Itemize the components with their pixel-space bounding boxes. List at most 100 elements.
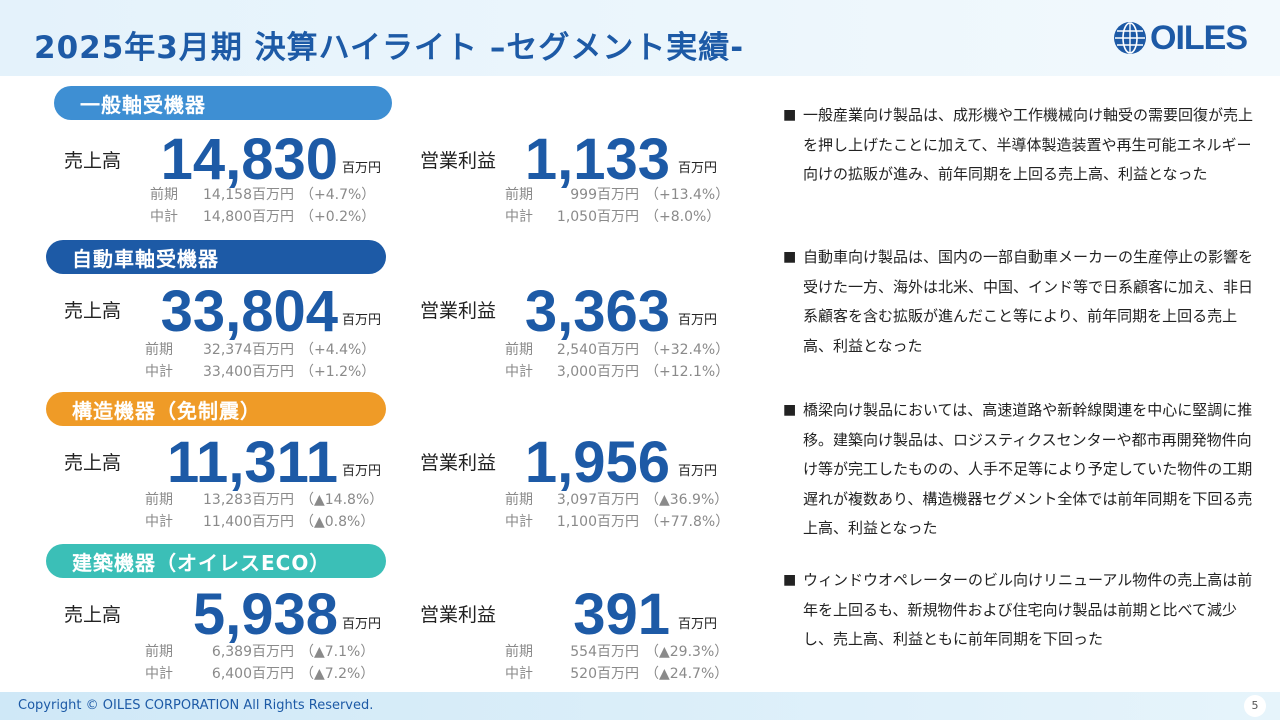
plan-value: 33,400百万円	[203, 364, 294, 380]
prev-value: 14,158百万円	[203, 187, 294, 203]
prev-pct: （+32.4%）	[645, 342, 730, 358]
sales-prev-row: 前期 14,158百万円 （+4.7%）	[150, 184, 375, 204]
segment-bar-general-bearings: 一般軸受機器	[54, 86, 392, 120]
prev-label: 前期	[145, 492, 173, 508]
prev-label: 前期	[150, 187, 178, 203]
sales-label: 売上高	[64, 604, 122, 626]
plan-pct: （+77.8%）	[645, 514, 730, 530]
sales-plan-row: 中計 6,400百万円 （▲7.2%）	[145, 663, 374, 683]
prev-value: 999百万円	[570, 187, 639, 203]
note-building-equipment: ■ ウィンドウオペレーターのビル向けリニューアル物件の売上高は前年を上回るも、新…	[783, 566, 1253, 655]
prev-pct: （▲36.9%）	[645, 492, 729, 508]
note-general-bearings: ■ 一般産業向け製品は、成形機や工作機械向け軸受の需要回復が売上を押し上げたこと…	[783, 101, 1253, 190]
bullet-square: ■	[783, 572, 797, 588]
plan-label: 中計	[505, 209, 533, 225]
op-label: 営業利益	[420, 150, 497, 172]
sales-plan-row: 中計 14,800百万円 （+0.2%）	[150, 206, 375, 226]
plan-pct: （+8.0%）	[645, 209, 721, 225]
plan-pct: （+0.2%）	[300, 209, 376, 225]
op-value: 3,363	[524, 279, 670, 344]
prev-label: 前期	[145, 644, 173, 660]
prev-value: 32,374百万円	[203, 342, 294, 358]
plan-pct: （▲24.7%）	[645, 666, 729, 682]
unit-label: 百万円	[342, 464, 382, 479]
plan-value: 1,050百万円	[556, 209, 639, 225]
sales-label: 売上高	[64, 300, 122, 322]
op-value: 391	[573, 582, 670, 647]
op-plan-row: 中計 1,050百万円 （+8.0%）	[505, 206, 720, 226]
sales-label: 売上高	[64, 150, 122, 172]
bullet-square: ■	[783, 402, 797, 418]
page-number: 5	[1244, 695, 1266, 717]
plan-pct: （▲0.8%）	[300, 514, 375, 530]
op-plan-row: 中計 520百万円 （▲24.7%）	[505, 663, 728, 683]
prev-value: 6,389百万円	[211, 644, 294, 660]
bullet-square: ■	[783, 249, 797, 265]
prev-label: 前期	[505, 644, 533, 660]
segment-bar-structural-equipment: 構造機器（免制震）	[46, 392, 386, 426]
prev-label: 前期	[505, 187, 533, 203]
op-prev-row: 前期 3,097百万円 （▲36.9%）	[505, 489, 728, 509]
prev-pct: （+4.4%）	[300, 342, 376, 358]
plan-value: 14,800百万円	[203, 209, 294, 225]
segment-name: 自動車軸受機器	[72, 246, 219, 271]
plan-value: 11,400百万円	[203, 514, 294, 530]
plan-label: 中計	[505, 666, 533, 682]
segment-name: 構造機器（免制震）	[72, 398, 261, 423]
plan-label: 中計	[150, 209, 178, 225]
segment-bar-building-equipment: 建築機器（オイレスECO）	[46, 544, 386, 578]
header-band: 2025年3月期 決算ハイライト –セグメント実績- OILES	[0, 0, 1280, 76]
prev-pct: （+4.7%）	[300, 187, 376, 203]
unit-label: 百万円	[678, 617, 718, 632]
note-structural-equipment: ■ 橋梁向け製品においては、高速道路や新幹線関連を中心に堅調に推移。建築向け製品…	[783, 396, 1253, 544]
sales-prev-row: 前期 6,389百万円 （▲7.1%）	[145, 641, 374, 661]
unit-label: 百万円	[342, 161, 382, 176]
sales-prev-row: 前期 32,374百万円 （+4.4%）	[145, 339, 375, 359]
plan-value: 3,000百万円	[556, 364, 639, 380]
plan-label: 中計	[505, 514, 533, 530]
prev-value: 2,540百万円	[556, 342, 639, 358]
prev-pct: （▲29.3%）	[645, 644, 729, 660]
note-text: ウィンドウオペレーターのビル向けリニューアル物件の売上高は前年を上回るも、新規物…	[803, 571, 1253, 648]
plan-value: 520百万円	[570, 666, 639, 682]
plan-pct: （+12.1%）	[645, 364, 730, 380]
plan-label: 中計	[145, 666, 173, 682]
page-title: 2025年3月期 決算ハイライト –セグメント実績-	[34, 30, 745, 66]
plan-pct: （+1.2%）	[300, 364, 376, 380]
unit-label: 百万円	[342, 617, 382, 632]
segment-name: 一般軸受機器	[80, 92, 206, 117]
company-logo: OILES	[1112, 18, 1248, 58]
op-plan-row: 中計 1,100百万円 （+77.8%）	[505, 511, 729, 531]
op-value: 1,133	[524, 127, 670, 192]
op-label: 営業利益	[420, 300, 497, 322]
sales-value: 33,804	[160, 279, 338, 344]
op-value: 1,956	[524, 430, 670, 495]
segment-bar-automotive-bearings: 自動車軸受機器	[46, 240, 386, 274]
op-label: 営業利益	[420, 604, 497, 626]
plan-label: 中計	[145, 364, 173, 380]
plan-pct: （▲7.2%）	[300, 666, 375, 682]
prev-value: 3,097百万円	[556, 492, 639, 508]
segment-name: 建築機器（オイレスECO）	[72, 550, 331, 575]
prev-label: 前期	[505, 342, 533, 358]
op-label: 営業利益	[420, 452, 497, 474]
plan-value: 6,400百万円	[211, 666, 294, 682]
sales-plan-row: 中計 11,400百万円 （▲0.8%）	[145, 511, 374, 531]
prev-label: 前期	[505, 492, 533, 508]
copyright-text: Copyright © OILES CORPORATION All Rights…	[18, 698, 374, 713]
sales-plan-row: 中計 33,400百万円 （+1.2%）	[145, 361, 375, 381]
unit-label: 百万円	[678, 464, 718, 479]
sales-value: 5,938	[192, 582, 338, 647]
unit-label: 百万円	[678, 161, 718, 176]
sales-value: 11,311	[167, 430, 338, 495]
bullet-square: ■	[783, 107, 797, 123]
op-prev-row: 前期 999百万円 （+13.4%）	[505, 184, 729, 204]
logo-text: OILES	[1150, 18, 1248, 57]
plan-value: 1,100百万円	[556, 514, 639, 530]
unit-label: 百万円	[342, 313, 382, 328]
note-text: 自動車向け製品は、国内の一部自動車メーカーの生産停止の影響を受けた一方、海外は北…	[803, 248, 1254, 355]
prev-pct: （▲7.1%）	[300, 644, 375, 660]
unit-label: 百万円	[678, 313, 718, 328]
plan-label: 中計	[505, 364, 533, 380]
note-automotive-bearings: ■ 自動車向け製品は、国内の一部自動車メーカーの生産停止の影響を受けた一方、海外…	[783, 243, 1253, 361]
